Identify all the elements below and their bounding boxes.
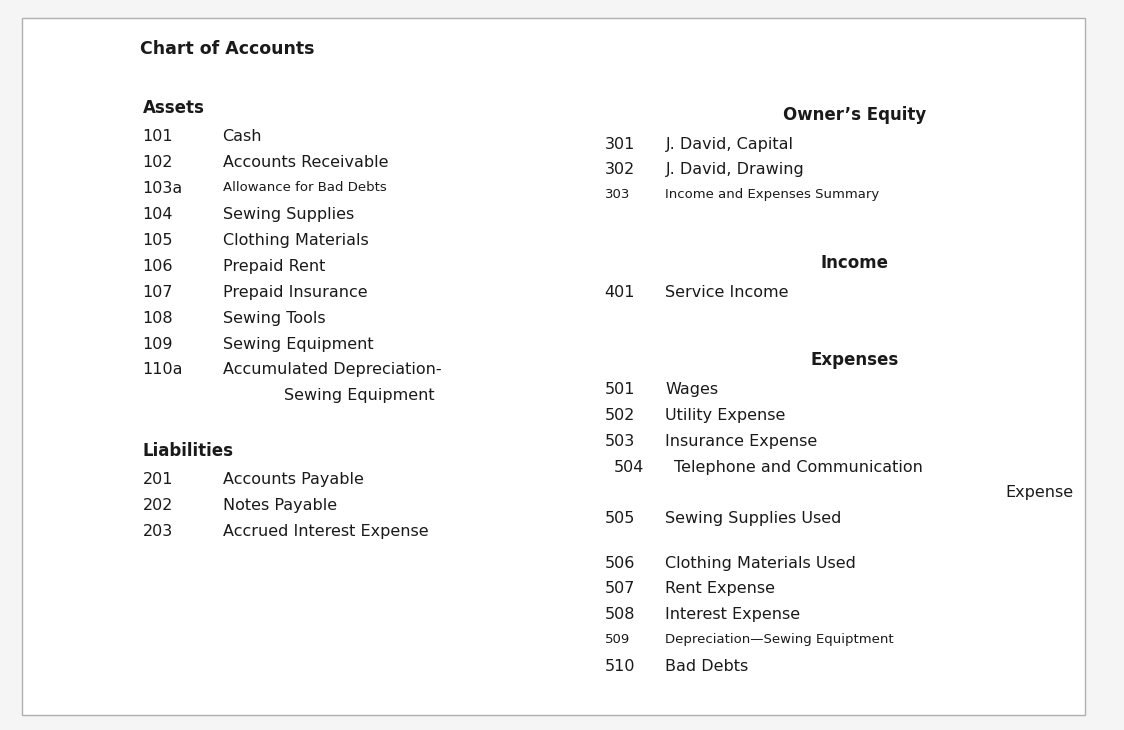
Text: Bad Debts: Bad Debts [665,659,749,675]
Text: Accounts Receivable: Accounts Receivable [223,155,388,170]
Text: Interest Expense: Interest Expense [665,607,800,623]
Text: 507: 507 [605,581,635,596]
Text: 106: 106 [143,258,173,274]
Text: 505: 505 [605,511,635,526]
Text: 110a: 110a [143,362,183,377]
Text: 302: 302 [605,163,635,177]
Text: 202: 202 [143,498,173,513]
Text: Notes Payable: Notes Payable [223,498,337,513]
Text: Accrued Interest Expense: Accrued Interest Expense [223,524,428,539]
Text: 510: 510 [605,659,635,675]
Text: 501: 501 [605,382,635,397]
Text: Sewing Supplies Used: Sewing Supplies Used [665,511,842,526]
Text: Allowance for Bad Debts: Allowance for Bad Debts [223,181,387,194]
Text: Cash: Cash [223,129,262,145]
Text: Sewing Supplies: Sewing Supplies [223,207,354,222]
FancyBboxPatch shape [22,18,1085,715]
Text: 103a: 103a [143,181,183,196]
Text: Clothing Materials: Clothing Materials [223,233,369,248]
Text: Clothing Materials Used: Clothing Materials Used [665,556,856,571]
Text: 503: 503 [605,434,635,449]
Text: Depreciation—Sewing Equiptment: Depreciation—Sewing Equiptment [665,633,894,646]
Text: 301: 301 [605,137,635,152]
Text: 502: 502 [605,407,635,423]
Text: 203: 203 [143,524,173,539]
Text: Expenses: Expenses [810,351,898,369]
Text: Prepaid Rent: Prepaid Rent [223,258,325,274]
Text: Accumulated Depreciation-: Accumulated Depreciation- [223,362,442,377]
Text: 108: 108 [143,310,173,326]
Text: 303: 303 [605,188,631,201]
Text: 104: 104 [143,207,173,222]
Text: Owner’s Equity: Owner’s Equity [782,106,926,124]
Text: 102: 102 [143,155,173,170]
Text: 201: 201 [143,472,173,488]
Text: Assets: Assets [143,99,205,117]
Text: Service Income: Service Income [665,285,789,300]
Text: Rent Expense: Rent Expense [665,581,776,596]
Text: Sewing Tools: Sewing Tools [223,310,325,326]
Text: Telephone and Communication: Telephone and Communication [674,460,923,474]
Text: Chart of Accounts: Chart of Accounts [140,40,315,58]
Text: Liabilities: Liabilities [143,442,234,460]
Text: Sewing Equipment: Sewing Equipment [284,388,435,404]
Text: 101: 101 [143,129,173,145]
Text: Utility Expense: Utility Expense [665,407,786,423]
Text: 107: 107 [143,285,173,300]
Text: 509: 509 [605,633,629,646]
Text: Accounts Payable: Accounts Payable [223,472,363,488]
Text: J. David, Capital: J. David, Capital [665,137,794,152]
Text: 401: 401 [605,285,635,300]
Text: 105: 105 [143,233,173,248]
Text: Income and Expenses Summary: Income and Expenses Summary [665,188,880,201]
Text: 109: 109 [143,337,173,352]
Text: Expense: Expense [1005,485,1073,501]
Text: 504: 504 [614,460,644,474]
Text: Sewing Equipment: Sewing Equipment [223,337,373,352]
Text: Prepaid Insurance: Prepaid Insurance [223,285,368,300]
Text: Income: Income [821,255,888,272]
Text: J. David, Drawing: J. David, Drawing [665,163,804,177]
Text: Wages: Wages [665,382,718,397]
Text: 506: 506 [605,556,635,571]
Text: Insurance Expense: Insurance Expense [665,434,817,449]
Text: 508: 508 [605,607,635,623]
